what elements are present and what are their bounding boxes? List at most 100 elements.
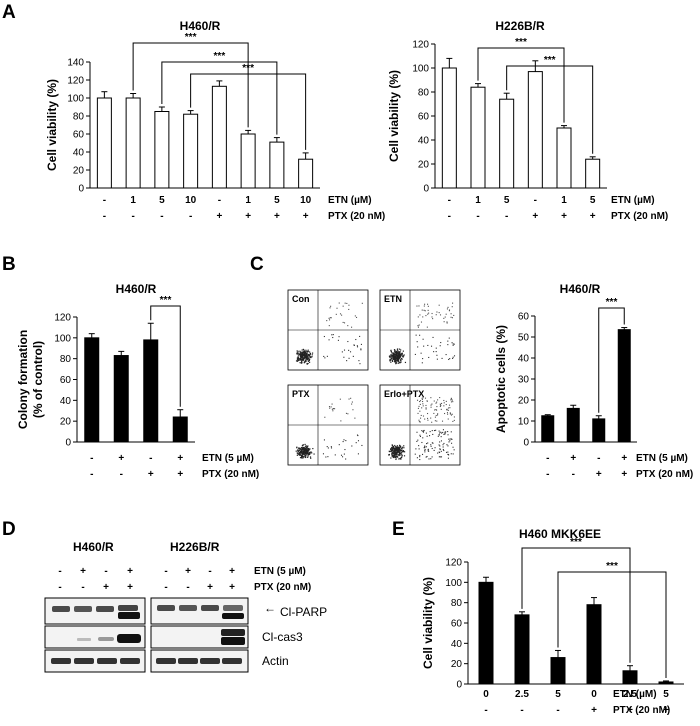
- flow-dot: [307, 359, 309, 361]
- blot-etn-sign: +: [127, 566, 133, 577]
- flow-dot: [302, 353, 304, 355]
- flow-dot: [390, 448, 392, 450]
- flow-dot: [309, 352, 312, 354]
- condition-cell: 2.5: [515, 689, 529, 700]
- flow-dot: [296, 352, 299, 354]
- flow-dot: [418, 445, 420, 447]
- flow-dots-erlo-ptx: [388, 397, 455, 461]
- flow-dot: [300, 357, 302, 359]
- flow-dot: [438, 430, 440, 432]
- flow-dot: [296, 360, 299, 362]
- panel-letter-e: E: [392, 519, 405, 540]
- flow-dot: [323, 335, 325, 338]
- flow-dot: [336, 307, 338, 309]
- bar: [478, 581, 494, 685]
- condition-cell: 5: [504, 195, 510, 206]
- blot-etn-sign: -: [104, 566, 107, 577]
- condition-cell: +: [590, 211, 596, 222]
- flow-dot: [419, 435, 422, 437]
- flow-dots-etn: [388, 302, 456, 365]
- band-arrow: ←: [264, 601, 276, 615]
- flow-dot: [432, 318, 434, 320]
- bar: [113, 355, 129, 443]
- blot-group-label-h460r: H460/R: [73, 540, 114, 554]
- condition-cell: -: [484, 705, 487, 716]
- flow-dot: [422, 316, 424, 318]
- western-blot: H460/R H226B/R - - + - - + + + - - + - - + + + ETN (5 µ…: [44, 540, 327, 673]
- flow-dot: [440, 405, 442, 407]
- flow-dot: [296, 452, 298, 454]
- y-tick-label: 60: [451, 619, 463, 630]
- flow-dot: [305, 349, 307, 351]
- flow-dot: [438, 456, 440, 458]
- flow-dot: [424, 418, 426, 420]
- flow-dot: [426, 417, 429, 419]
- flow-dot: [303, 351, 305, 354]
- flow-dot: [307, 349, 309, 351]
- flow-dot: [391, 452, 393, 454]
- flow-dot: [396, 450, 398, 452]
- flow-dot: [311, 356, 313, 358]
- flow-dot: [419, 400, 422, 402]
- blot-etn-sign: +: [185, 566, 191, 577]
- condition-cell: -: [189, 211, 192, 222]
- flow-dot: [345, 440, 347, 442]
- flow-dot: [419, 314, 421, 316]
- flow-dots-ptx: [295, 397, 363, 460]
- flow-dot: [450, 398, 453, 400]
- flow-dot: [348, 304, 350, 306]
- flow-dot: [438, 444, 440, 446]
- significance-bracket: [557, 571, 667, 678]
- condition-cell: -: [520, 705, 523, 716]
- flow-dot: [394, 351, 396, 354]
- flow-dot: [424, 397, 427, 399]
- flow-dot: [421, 398, 423, 400]
- flow-dot: [296, 352, 298, 354]
- flow-dot: [323, 439, 325, 441]
- flow-dot: [447, 430, 449, 433]
- flow-dot: [428, 356, 430, 359]
- flow-dot: [442, 429, 444, 431]
- flow-dot: [416, 341, 418, 343]
- flow-dot: [322, 453, 325, 455]
- flow-dot: [295, 450, 297, 452]
- condition-cell: +: [532, 211, 538, 222]
- flow-dot: [417, 439, 419, 441]
- flow-dot: [399, 362, 401, 364]
- chart-e-mkk6ee: H460 MKK6EE 0 20 40 60 80 100 120 Cell viability…: [421, 527, 684, 716]
- flow-dot: [301, 456, 304, 458]
- y-tick-label: 120: [67, 76, 84, 87]
- flow-dot: [431, 403, 433, 405]
- flow-dot: [403, 445, 405, 447]
- flow-dot: [392, 352, 394, 355]
- flow-dot: [393, 450, 395, 452]
- flow-dot: [440, 431, 442, 433]
- condition-label: PTX (20 nM): [328, 211, 385, 222]
- flow-dot: [393, 453, 395, 456]
- panel-letter-a: A: [2, 2, 16, 23]
- flow-dot: [302, 444, 304, 446]
- flow-dot: [394, 450, 396, 453]
- y-tick-label: 100: [54, 333, 71, 344]
- condition-cell: +: [216, 211, 222, 222]
- flow-dot: [297, 451, 299, 453]
- bar: [566, 407, 580, 443]
- flow-dot: [328, 325, 330, 327]
- flow-dot: [300, 455, 302, 457]
- flow-dot: [305, 452, 307, 454]
- blot-ptx-sign: -: [186, 582, 189, 593]
- flow-dot: [297, 450, 299, 452]
- flow-dot: [439, 314, 442, 316]
- flow-dot: [397, 353, 400, 355]
- flow-dot: [440, 341, 442, 344]
- flow-dot: [393, 360, 396, 362]
- flow-dot: [298, 453, 300, 455]
- flow-dot: [422, 437, 424, 439]
- flow-dot: [311, 452, 313, 454]
- band-label-actin: Actin: [262, 654, 289, 668]
- flow-dot: [447, 340, 449, 342]
- flow-dot: [394, 359, 396, 361]
- flow-dot: [360, 343, 362, 345]
- flow-dot: [417, 316, 419, 318]
- flow-dot: [431, 442, 433, 444]
